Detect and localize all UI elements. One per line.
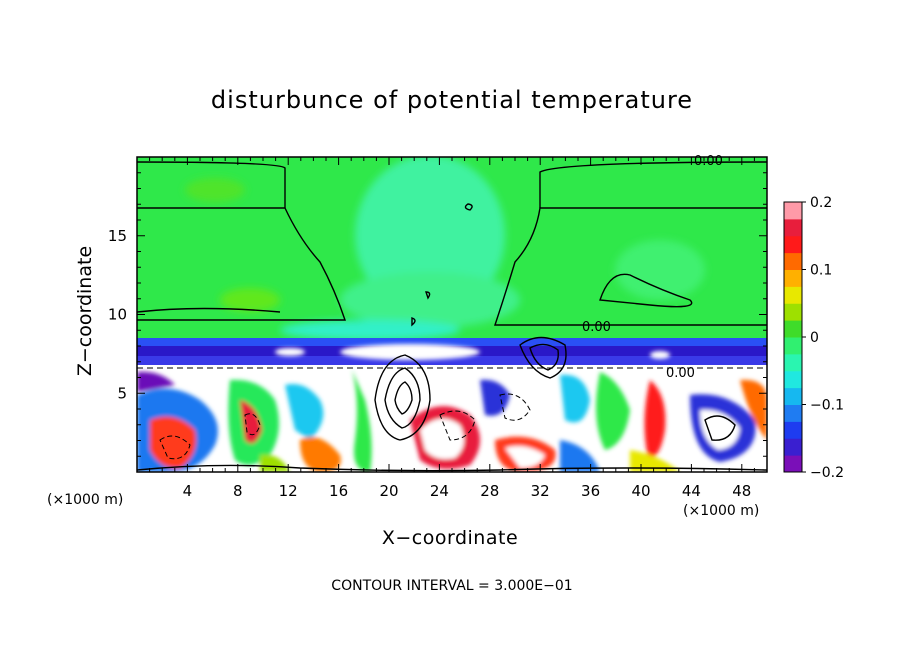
x-tick-label: 20 xyxy=(379,482,398,500)
x-tick-label: 36 xyxy=(581,482,600,500)
x-unit-left: (×1000 m) xyxy=(47,492,124,508)
colorbar-tick-label: −0.2 xyxy=(810,465,844,481)
x-tick-label: 8 xyxy=(233,482,243,500)
contour-interval: CONTOUR INTERVAL = 3.000E−01 xyxy=(331,578,573,594)
x-tick-label: 28 xyxy=(480,482,499,500)
colorbar-segment xyxy=(784,235,802,254)
y-axis: 5 10 15 xyxy=(108,156,767,473)
x-axis: 4 8 12 16 20 24 28 32 36 40 44 48 xyxy=(136,157,768,500)
x-tick-label: 40 xyxy=(631,482,650,500)
x-tick-label: 32 xyxy=(531,482,550,500)
colorbar-segment xyxy=(784,218,802,237)
colorbar-tick-label: −0.1 xyxy=(810,398,844,414)
colorbar-segment xyxy=(784,353,802,372)
colorbar-segment xyxy=(784,269,802,287)
colorbar-segment xyxy=(784,320,802,338)
colorbar-segment xyxy=(784,404,802,422)
colorbar-tick-label: 0.1 xyxy=(810,263,832,279)
colorbar-segment xyxy=(784,455,802,473)
x-tick-label: 24 xyxy=(430,482,449,500)
y-tick-label: 10 xyxy=(108,306,127,324)
colorbar-segment xyxy=(784,438,802,456)
colorbar-segment xyxy=(784,202,802,220)
y-tick-label: 15 xyxy=(108,227,127,245)
colorbar-tick-label: 0.2 xyxy=(810,195,832,211)
contour-label-low: 0.00 xyxy=(666,366,695,381)
colorbar-segment xyxy=(784,387,802,405)
colorbar-segment xyxy=(784,303,802,321)
x-axis-label: X−coordinate xyxy=(381,527,519,549)
colorbar-segment xyxy=(784,286,802,304)
y-tick-label: 5 xyxy=(117,384,127,402)
colorbar-segment xyxy=(784,421,802,439)
colorbar-tick-label: 0 xyxy=(810,330,819,346)
colorbar-segment xyxy=(784,370,802,389)
x-tick-label: 4 xyxy=(183,482,193,500)
colorbar: 0.2 0.1 0 −0.1 −0.2 xyxy=(783,195,844,481)
colorbar-segment xyxy=(784,252,802,270)
contour-label-mid: 0.00 xyxy=(582,320,611,335)
x-tick-label: 48 xyxy=(732,482,751,500)
y-axis-label: Z−coordinate xyxy=(74,245,96,377)
x-unit-right: (×1000 m) xyxy=(683,503,760,519)
heatmap-field xyxy=(137,157,767,472)
chart-title: disturbunce of potential temperature xyxy=(210,86,694,114)
x-tick-label: 16 xyxy=(329,482,348,500)
colorbar-segment xyxy=(784,337,802,355)
contour-lines xyxy=(137,161,767,472)
x-tick-label: 12 xyxy=(279,482,298,500)
x-tick-label: 44 xyxy=(682,482,701,500)
